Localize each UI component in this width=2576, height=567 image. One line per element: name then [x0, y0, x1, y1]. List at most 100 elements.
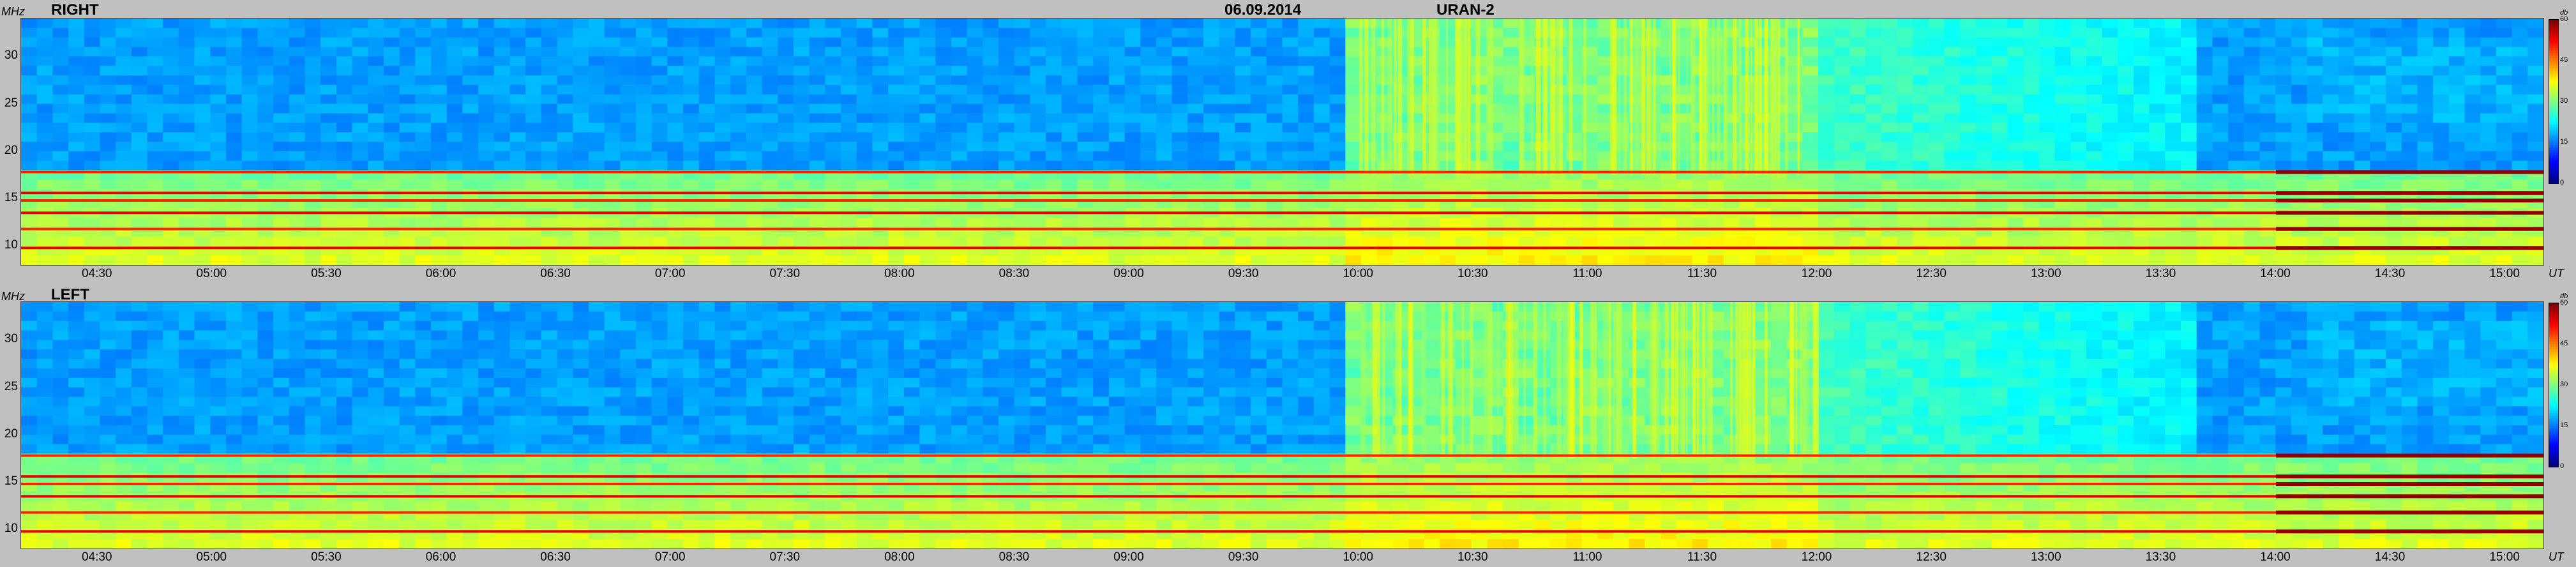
colorbar-step [2549, 30, 2558, 33]
spectrum-cell [52, 255, 69, 265]
spectrum-cell [210, 368, 227, 379]
spectrum-cell [1392, 179, 1409, 190]
spectrum-cell [2054, 160, 2071, 171]
spectrum-cell [651, 103, 668, 114]
spectrum-cell [21, 94, 38, 105]
spectrum-cell [1156, 142, 1173, 152]
spectrum-cell [746, 47, 763, 57]
spectrum-cell [257, 56, 274, 66]
spectrum-cell [273, 179, 290, 190]
spectrum-cell [935, 151, 952, 162]
spectrum-cell [1093, 75, 1110, 86]
spectrum-cell [1913, 84, 1929, 95]
spectrum-cell [446, 123, 463, 133]
spectrum-cell [825, 56, 841, 66]
spectrum-cell [1566, 179, 1583, 190]
spectrum-cell [2102, 236, 2118, 246]
spectrum-cell [2196, 19, 2213, 29]
spectrum-cell [194, 19, 211, 29]
spectrum-cell [100, 103, 116, 114]
spectrum-cell [2102, 47, 2118, 57]
spectrum-cell [1108, 19, 1126, 29]
spectrum-cell [2212, 113, 2229, 123]
colorbar-step [2549, 71, 2558, 74]
spectrum-cell [431, 47, 448, 57]
spectrum-cell [2512, 94, 2528, 105]
spectrum-cell [163, 160, 179, 171]
spectrum-cell [541, 103, 558, 114]
spectrum-cell [1597, 66, 1614, 76]
spectrum-cell [2307, 66, 2323, 76]
spectrum-cell [1187, 179, 1204, 190]
spectrum-cell [841, 123, 857, 133]
spectrum-cell [809, 75, 825, 86]
spectrum-cell [147, 311, 163, 322]
spectrum-cell [368, 340, 384, 350]
spectrum-cell [2339, 160, 2355, 171]
spectrum-cell [2118, 132, 2134, 142]
spectrum-cell [163, 75, 179, 86]
spectrum-cell [856, 142, 873, 152]
spectrum-cell [525, 94, 542, 105]
spectrum-cell [1235, 84, 1251, 95]
spectrum-cell [1014, 37, 1030, 48]
spectrum-cell [856, 236, 873, 246]
spectrum-cell [2038, 27, 2056, 38]
spectrum-cell [1786, 56, 1803, 66]
spectrum-cell [1960, 27, 1977, 38]
spectrum-cell [730, 132, 747, 142]
spectrum-cell [2086, 75, 2103, 86]
spectrum-cell [1928, 56, 1945, 66]
spectrum-cell [636, 123, 652, 133]
spectrum-cell [446, 217, 463, 228]
spectrum-cell [730, 151, 747, 162]
spectrum-cell [352, 444, 368, 455]
spectrum-cell [888, 19, 905, 29]
spectrum-cell [100, 94, 116, 105]
spectrum-cell [68, 103, 85, 114]
spectrum-cell [273, 66, 290, 76]
x-tick-label: 14:30 [2374, 267, 2406, 280]
colorbar-unit-right: db [2560, 9, 2568, 17]
spectrum-cell [163, 47, 179, 57]
spectrum-cell [2086, 47, 2103, 57]
spectrum-cell [368, 103, 384, 114]
spectrum-cell [825, 123, 841, 133]
spectrum-cell [620, 160, 636, 171]
colorbar-step [2549, 153, 2558, 156]
spectrum-cell [226, 397, 243, 407]
colorbar-step [2549, 107, 2558, 110]
spectrum-cell [2054, 103, 2071, 114]
spectrum-cell [1156, 132, 1173, 142]
spectrum-cell [1487, 236, 1503, 246]
spectrum-cell [620, 37, 636, 48]
spectrum-cell [573, 160, 589, 171]
spectrum-cell [84, 236, 101, 246]
spectrum-cell [100, 539, 116, 548]
spectrum-cell [2417, 236, 2434, 246]
spectrum-cell [368, 217, 384, 228]
spectrum-cell [509, 47, 526, 57]
spectrum-cell [2433, 217, 2450, 228]
spectrum-cell [2134, 103, 2150, 114]
colorbar-step [2549, 178, 2558, 181]
spectrum-cell [2086, 160, 2103, 171]
spectrum-cell [116, 27, 132, 38]
spectrum-cell [604, 84, 621, 95]
spectrum-cell [2512, 160, 2528, 171]
spectrum-cell [2275, 151, 2292, 162]
spectrum-cell [620, 75, 636, 86]
spectrum-cell [2496, 217, 2513, 228]
spectrum-cell [2259, 217, 2276, 228]
spectrum-cell [1976, 27, 1992, 38]
spectrum-cell [273, 539, 290, 548]
spectrum-cell [84, 330, 101, 340]
spectrum-cell [1251, 113, 1267, 123]
spectrum-cell [2054, 56, 2071, 66]
spectrum-cell [2134, 217, 2150, 228]
spectrum-cell [1093, 142, 1110, 152]
spectrum-cell [36, 84, 53, 95]
spectrum-cell [2070, 56, 2087, 66]
spectrum-cell [305, 47, 321, 57]
spectrum-cell [1597, 75, 1614, 86]
